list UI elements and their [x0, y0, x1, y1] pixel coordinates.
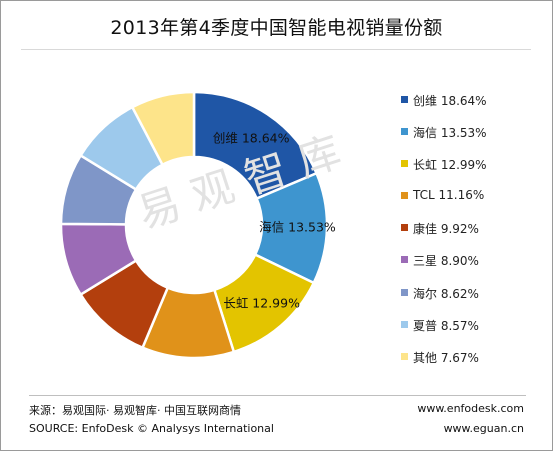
legend-item-康佳: 康佳 9.92%	[401, 220, 541, 252]
legend-swatch	[401, 224, 408, 232]
source-cn: 来源：易观国际· 易观智库· 中国互联网商情	[29, 404, 241, 417]
legend-swatch	[401, 160, 408, 168]
legend-label: 三星 8.90%	[413, 254, 479, 269]
source-en: SOURCE: EnfoDesk © Analysys Internationa…	[29, 422, 274, 435]
legend-swatch	[401, 256, 408, 264]
footer-divider	[29, 395, 526, 396]
slice-其他	[130, 90, 196, 167]
slice-创维	[192, 90, 319, 201]
legend-item-三星: 三星 8.90%	[401, 252, 541, 284]
legend-item-海信: 海信 13.53%	[401, 124, 541, 156]
legend-item-创维: 创维 18.64%	[401, 92, 541, 124]
legend-label: 海尔 8.62%	[413, 286, 479, 301]
legend-label: 夏普 8.57%	[413, 318, 479, 333]
legend-item-夏普: 夏普 8.57%	[401, 317, 541, 349]
legend-swatch	[401, 288, 408, 296]
slice-label-长虹: 长虹 12.99%	[223, 295, 300, 310]
legend-item-长虹: 长虹 12.99%	[401, 156, 541, 188]
legend-label: 其他 7.67%	[413, 350, 479, 365]
slice-label-海信: 海信 13.53%	[259, 220, 336, 235]
legend-label: 长虹 12.99%	[413, 158, 487, 173]
slice-label-创维: 创维 18.64%	[213, 131, 290, 146]
legend-swatch	[401, 96, 408, 103]
legend-swatch	[401, 352, 408, 360]
legend-label: TCL 11.16%	[413, 188, 485, 203]
legend-item-海尔: 海尔 8.62%	[401, 285, 541, 317]
legend-swatch	[401, 320, 408, 328]
chart-legend: 创维 18.64% 海信 13.53% 长虹 12.99% TCL 11.16% 康佳 …	[401, 92, 541, 381]
legend-label: 海信 13.53%	[413, 126, 487, 141]
legend-swatch	[401, 128, 408, 136]
legend-label: 创维 18.64%	[413, 94, 487, 108]
legend-item-TCL: TCL 11.16%	[401, 188, 541, 220]
site-enfodesk: www.enfodesk.com	[417, 402, 524, 415]
title-divider	[21, 49, 531, 50]
site-eguan: www.eguan.cn	[443, 422, 524, 435]
chart-title: 2013年第4季度中国智能电视销量份额	[110, 17, 443, 39]
legend-swatch	[401, 192, 408, 200]
legend-item-其他: 其他 7.67%	[401, 349, 541, 381]
legend-label: 康佳 9.92%	[413, 222, 479, 237]
